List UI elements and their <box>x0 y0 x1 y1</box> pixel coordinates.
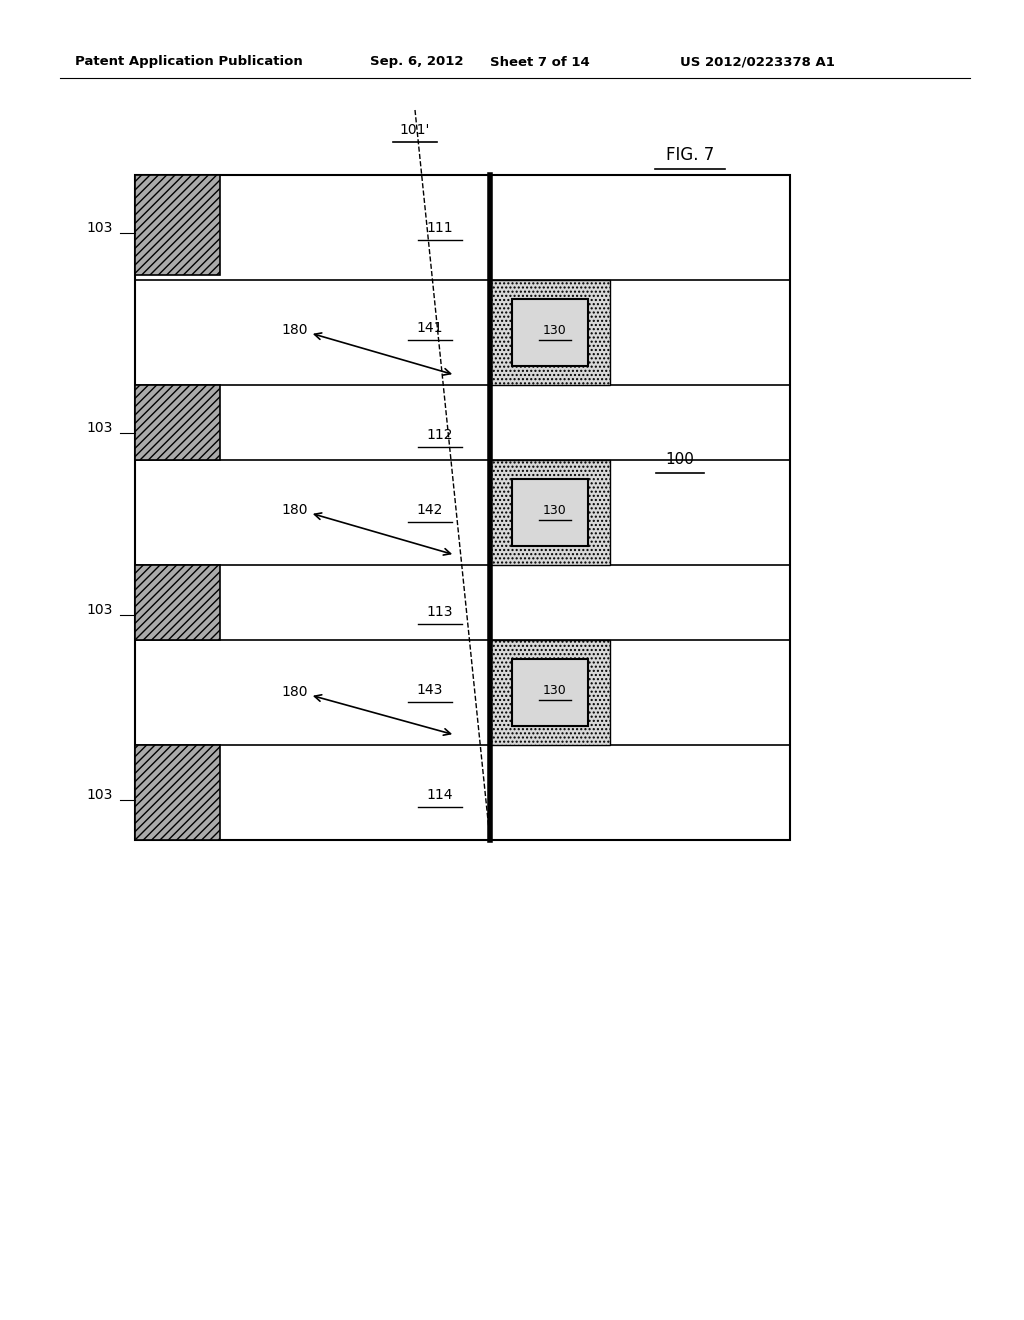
Bar <box>135 565 220 640</box>
Bar <box>490 640 610 744</box>
Bar <box>135 744 220 840</box>
Text: 141: 141 <box>417 321 443 335</box>
Text: 101': 101' <box>399 123 430 137</box>
Text: 103: 103 <box>87 603 114 616</box>
Bar <box>135 176 220 275</box>
Text: 114: 114 <box>427 788 454 803</box>
Text: 130: 130 <box>543 684 567 697</box>
Text: 142: 142 <box>417 503 443 517</box>
Text: Sep. 6, 2012: Sep. 6, 2012 <box>370 55 464 69</box>
Text: 130: 130 <box>543 323 567 337</box>
Text: 180: 180 <box>282 503 308 517</box>
Text: 103: 103 <box>87 788 114 803</box>
Text: Sheet 7 of 14: Sheet 7 of 14 <box>490 55 590 69</box>
Bar <box>512 659 589 726</box>
Text: 113: 113 <box>427 605 454 619</box>
Bar <box>490 459 610 565</box>
Bar <box>512 479 589 546</box>
Text: Patent Application Publication: Patent Application Publication <box>75 55 303 69</box>
Text: FIG. 7: FIG. 7 <box>666 147 714 164</box>
Bar <box>135 385 220 459</box>
Text: 180: 180 <box>282 685 308 700</box>
Text: 180: 180 <box>282 323 308 337</box>
Text: 103: 103 <box>87 421 114 436</box>
Text: US 2012/0223378 A1: US 2012/0223378 A1 <box>680 55 835 69</box>
Text: 111: 111 <box>427 220 454 235</box>
Text: 143: 143 <box>417 682 443 697</box>
Text: 103: 103 <box>87 220 114 235</box>
Bar <box>135 176 790 840</box>
Bar <box>490 280 610 385</box>
Bar <box>512 298 589 366</box>
Text: 130: 130 <box>543 503 567 516</box>
Text: 100: 100 <box>666 453 694 467</box>
Text: 112: 112 <box>427 428 454 442</box>
